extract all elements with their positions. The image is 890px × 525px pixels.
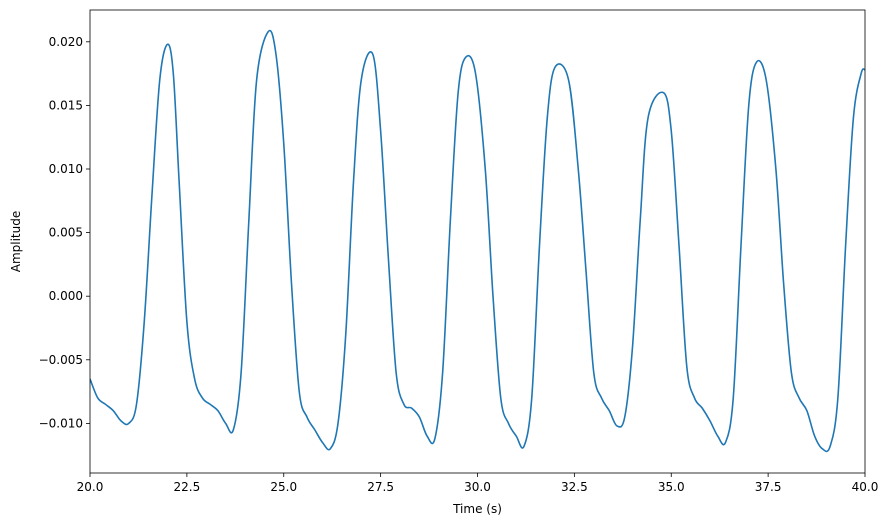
x-tick-label: 27.5: [367, 480, 394, 494]
y-tick-label: 0.010: [49, 162, 83, 176]
x-tick-label: 40.0: [852, 480, 879, 494]
series-line-0: [90, 29, 865, 453]
x-tick-label: 25.0: [270, 480, 297, 494]
x-tick-label: 22.5: [174, 480, 201, 494]
y-axis-title: Amplitude: [9, 211, 23, 273]
y-tick-label: −0.005: [39, 353, 83, 367]
x-axis: 20.0 22.5 25.0 27.5 30.0 32.5 35.0 37.5 40.0: [77, 473, 879, 494]
x-tick-label: 20.0: [77, 480, 104, 494]
x-tick-label: 37.5: [755, 480, 782, 494]
y-tick-label: 0.005: [49, 226, 83, 240]
x-tick-label: 32.5: [561, 480, 588, 494]
y-tick-label: 0.020: [49, 35, 83, 49]
y-tick-label: −0.010: [39, 416, 83, 430]
x-tick-label: 35.0: [658, 480, 685, 494]
y-axis: −0.010 −0.005 0.000 0.005 0.010 0.015 0.020: [39, 35, 90, 430]
y-tick-label: 0.015: [49, 98, 83, 112]
x-tick-label: 30.0: [464, 480, 491, 494]
x-axis-title: Time (s): [452, 502, 502, 516]
plot-frame: [89, 9, 866, 474]
y-tick-label: 0.000: [49, 289, 83, 303]
plot-area: [89, 9, 866, 474]
